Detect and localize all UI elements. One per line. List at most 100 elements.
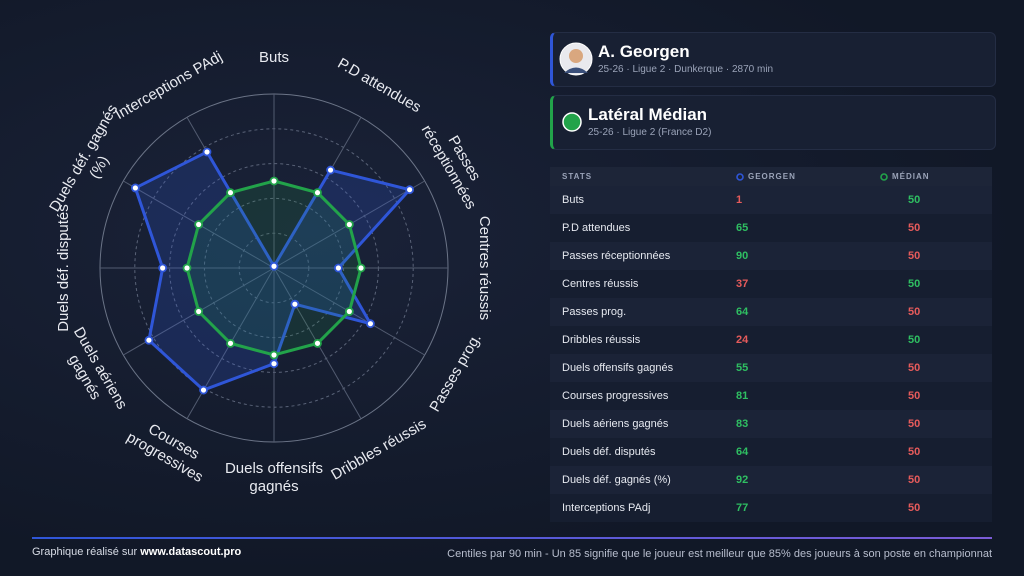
header-stats: STATS — [562, 172, 593, 181]
data-point — [182, 263, 192, 273]
data-point — [202, 147, 212, 157]
median-value: 50 — [908, 278, 921, 290]
median-value: 50 — [908, 502, 921, 514]
player-card: A. Georgen 25-26 · Ligue 2 · Dunkerque ·… — [550, 32, 996, 87]
data-point — [366, 319, 375, 329]
player-value: 77 — [736, 502, 749, 514]
median-value: 50 — [908, 390, 921, 402]
data-point — [269, 261, 279, 271]
player-avatar — [559, 42, 593, 76]
legend-label: MÉDIAN — [892, 172, 930, 181]
data-point — [356, 263, 366, 273]
profile-name: Latéral Médian — [588, 105, 708, 124]
row-label: Passes prog. — [562, 306, 627, 318]
row-label: Duels déf. gagnés (%) — [562, 474, 671, 486]
legend-swatch — [736, 173, 744, 181]
row-label: P.D attendues — [562, 222, 631, 234]
data-point — [405, 185, 415, 195]
player-value: 90 — [736, 250, 749, 262]
data-point — [199, 385, 208, 395]
player-value: 92 — [736, 474, 749, 486]
row-label: Passes réceptionnées — [562, 250, 671, 262]
row-label: Duels aériens gagnés — [562, 418, 669, 430]
credit-site: www.datascout.pro — [140, 546, 242, 558]
player-value: 24 — [736, 334, 749, 346]
player-value: 64 — [736, 306, 749, 318]
data-point — [290, 299, 300, 309]
median-value: 50 — [908, 306, 921, 318]
table-row: P.D attendues 65 50 — [550, 214, 992, 242]
median-value: 50 — [908, 418, 921, 430]
median-value: 50 — [908, 222, 921, 234]
row-label: Interceptions PAdj — [562, 502, 651, 514]
axis-label: Duels offensifs gagnés — [224, 460, 324, 495]
row-label: Duels offensifs gagnés — [562, 362, 674, 374]
table-row: Passes prog. 64 50 — [550, 298, 992, 326]
row-label: Dribbles réussis — [562, 334, 641, 346]
median-value: 50 — [908, 334, 921, 346]
row-label: Courses progressives — [562, 390, 669, 402]
data-point — [313, 188, 322, 198]
data-point — [269, 350, 279, 360]
header-player: GEORGEN — [736, 167, 836, 186]
data-point — [326, 165, 335, 175]
median-value: 50 — [908, 446, 921, 458]
median-value: 50 — [908, 362, 921, 374]
table-row: Duels offensifs gagnés 55 50 — [550, 354, 992, 382]
player-value: 55 — [736, 362, 749, 374]
credit-text: Graphique réalisé sur — [32, 546, 138, 558]
data-point — [226, 338, 235, 348]
player-value: 81 — [736, 390, 749, 402]
data-point — [333, 263, 343, 273]
row-label: Buts — [562, 194, 585, 206]
data-point — [194, 220, 204, 229]
player-value: 37 — [736, 278, 749, 290]
table-row: Duels déf. gagnés (%) 92 50 — [550, 466, 992, 494]
table-header: STATS GEORGEN MÉDIAN — [550, 167, 992, 186]
header-median: MÉDIAN — [880, 167, 980, 186]
data-point — [144, 335, 154, 345]
data-point — [269, 359, 279, 369]
median-value: 50 — [908, 194, 921, 206]
table-row: Passes réceptionnées 90 50 — [550, 242, 992, 270]
player-name: A. Georgen — [598, 42, 690, 61]
data-point — [130, 183, 140, 193]
table-row: Duels déf. disputés 64 50 — [550, 438, 992, 466]
footer-line — [32, 537, 992, 539]
player-value: 1 — [736, 194, 743, 206]
player-info: 25-26 · Ligue 2 · Dunkerque · 2870 min — [598, 64, 774, 75]
data-point — [194, 307, 204, 316]
median-value: 50 — [908, 250, 921, 262]
table-row: Buts 1 50 — [550, 186, 992, 214]
radar-chart — [99, 93, 449, 443]
data-point — [344, 220, 354, 229]
footer-note: Centiles par 90 min - Un 85 signifie que… — [447, 548, 992, 560]
table-row: Courses progressives 81 50 — [550, 382, 992, 410]
footer-credit: Graphique réalisé sur www.datascout.pro — [32, 546, 241, 558]
data-point — [344, 307, 354, 316]
table-row: Centres réussis 37 50 — [550, 270, 992, 298]
row-label: Duels déf. disputés — [562, 446, 656, 458]
table-row: Dribbles réussis 24 50 — [550, 326, 992, 354]
table-row: Duels aériens gagnés 83 50 — [550, 410, 992, 438]
legend-dot — [736, 173, 744, 181]
legend-swatch — [880, 173, 888, 181]
data-point — [158, 263, 168, 273]
profile-card: Latéral Médian 25-26 · Ligue 2 (France D… — [550, 95, 996, 150]
stats-table: STATS GEORGEN MÉDIAN Buts 1 50 P.D attendue… — [550, 167, 992, 522]
legend-dot — [880, 173, 888, 181]
legend-label: GEORGEN — [748, 172, 796, 181]
data-point — [313, 338, 322, 348]
table-row: Interceptions PAdj 77 50 — [550, 494, 992, 522]
median-value: 50 — [908, 474, 921, 486]
player-value: 64 — [736, 446, 749, 458]
row-label: Centres réussis — [562, 278, 639, 290]
data-point — [226, 188, 235, 198]
axis-label: Buts — [258, 49, 289, 66]
player-value: 65 — [736, 222, 749, 234]
profile-icon — [562, 112, 582, 132]
profile-info: 25-26 · Ligue 2 (France D2) — [588, 127, 712, 138]
player-value: 83 — [736, 418, 749, 430]
data-point — [269, 176, 279, 186]
